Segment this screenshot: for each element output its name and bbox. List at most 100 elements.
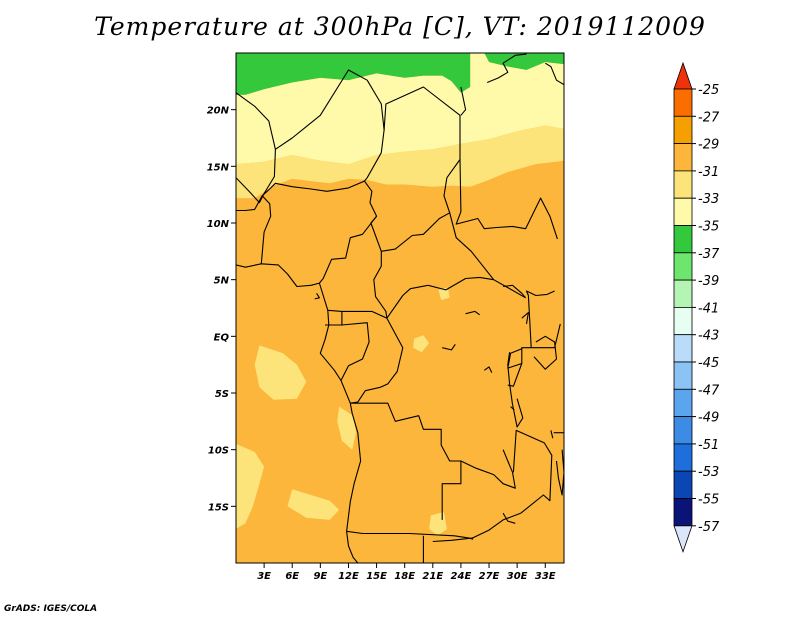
colorbar-label: -31 bbox=[698, 165, 719, 180]
boundary-line-9 bbox=[327, 309, 388, 319]
boundary-line-14 bbox=[350, 402, 462, 520]
boundary-line-5 bbox=[370, 215, 382, 252]
chart-title: Temperature at 300hPa [C], VT: 201911200… bbox=[94, 12, 706, 41]
boundary-line-6 bbox=[460, 86, 467, 116]
lon-tick-label: 30E bbox=[507, 571, 528, 582]
lon-tick-label: 21E bbox=[422, 571, 443, 582]
colorbar-label: -47 bbox=[698, 383, 720, 398]
boundary-line-31 bbox=[521, 311, 529, 324]
field-region-7 bbox=[287, 489, 340, 520]
colorbar-bottom-triangle bbox=[673, 525, 693, 554]
field-regions bbox=[236, 53, 564, 536]
colorbar-band bbox=[673, 170, 693, 199]
colorbar-band bbox=[673, 143, 693, 172]
boundary-line-27 bbox=[236, 263, 362, 563]
colorbar-band bbox=[673, 361, 693, 390]
map-frame bbox=[235, 52, 565, 564]
colorbar-label: -33 bbox=[698, 192, 719, 207]
colorbar-label: -29 bbox=[698, 138, 719, 153]
field-region-1 bbox=[484, 53, 564, 70]
colorbar-label: -45 bbox=[698, 356, 719, 371]
boundary-line-18 bbox=[460, 449, 516, 489]
colorbar-band bbox=[673, 334, 693, 363]
boundary-line-1 bbox=[236, 195, 272, 264]
lon-tick-label: 24E bbox=[451, 571, 472, 582]
boundary-line-28 bbox=[507, 352, 524, 428]
field-region-3 bbox=[236, 125, 564, 199]
grads-credit: GrADS: IGES/COLA bbox=[4, 604, 98, 614]
colorbar-label: -49 bbox=[698, 411, 719, 426]
colorbar-band bbox=[673, 306, 693, 336]
boundary-line-37 bbox=[550, 430, 554, 439]
map-area bbox=[235, 52, 565, 564]
field-region-0 bbox=[236, 53, 471, 95]
colorbar-band bbox=[673, 279, 693, 308]
lon-tick-label: 9E bbox=[313, 571, 327, 582]
colorbar-band bbox=[673, 252, 693, 281]
colorbar-band bbox=[673, 416, 693, 445]
colorbar-band bbox=[673, 470, 693, 499]
colorbar-label: -37 bbox=[698, 247, 720, 262]
colorbar-band bbox=[673, 498, 693, 527]
colorbar-band bbox=[673, 88, 693, 117]
colorbar-label: -57 bbox=[698, 520, 720, 535]
lon-tick-label: 15E bbox=[366, 571, 387, 582]
boundary-line-11 bbox=[386, 276, 494, 319]
boundary-line-30 bbox=[555, 449, 564, 496]
lon-tick-label: 27E bbox=[479, 571, 500, 582]
colorbar-label: -53 bbox=[698, 465, 719, 480]
latitude-axis: 20N 15N 10N 5N EQ 5S 10S 15S bbox=[207, 106, 236, 513]
field-region-5 bbox=[236, 444, 265, 529]
lat-tick-label: 10N bbox=[207, 219, 230, 230]
boundary-line-36 bbox=[483, 366, 493, 373]
colorbar-label: -25 bbox=[698, 83, 719, 98]
lon-tick-label: 33E bbox=[535, 571, 556, 582]
boundary-line-35 bbox=[442, 343, 456, 351]
boundary-line-32 bbox=[314, 293, 320, 300]
boundary-line-33 bbox=[502, 512, 516, 524]
field-region-8 bbox=[413, 335, 430, 353]
boundary-line-38 bbox=[510, 406, 515, 411]
boundary-line-25 bbox=[486, 53, 527, 84]
color-bar: -25 -27 -29 -31 -33 -35 -37 -39 -41 -43 -45 -47 -49 -… bbox=[673, 61, 720, 554]
lon-tick-label: 12E bbox=[338, 571, 359, 582]
lat-tick-label: 5N bbox=[214, 276, 230, 287]
field-region-4 bbox=[254, 345, 307, 400]
lat-tick-label: 10S bbox=[208, 446, 229, 457]
colorbar-band bbox=[673, 197, 693, 226]
colorbar-label: -51 bbox=[698, 438, 719, 453]
lat-tick-label: 15N bbox=[207, 162, 230, 173]
colorbar-band bbox=[673, 115, 693, 145]
boundary-line-13 bbox=[350, 317, 404, 404]
boundary-line-23 bbox=[525, 290, 555, 348]
boundary-line-29 bbox=[533, 335, 558, 370]
boundary-line-3 bbox=[275, 69, 385, 182]
colorbar-label: -35 bbox=[698, 220, 719, 235]
field-region-6 bbox=[337, 406, 356, 450]
colorbar-label: -27 bbox=[698, 110, 720, 125]
boundary-line-34 bbox=[465, 310, 481, 316]
lat-tick-label: 20N bbox=[207, 106, 230, 117]
colorbar-label: -39 bbox=[698, 274, 719, 289]
colorbar-label: -55 bbox=[698, 493, 719, 508]
boundary-line-8 bbox=[449, 212, 526, 299]
boundary-line-0 bbox=[236, 92, 276, 204]
boundary-line-26 bbox=[545, 62, 564, 86]
boundary-line-19 bbox=[512, 429, 553, 514]
boundary-line-24 bbox=[503, 284, 527, 299]
lon-tick-label: 18E bbox=[394, 571, 415, 582]
boundary-line-20 bbox=[507, 323, 561, 387]
lat-tick-label: 15S bbox=[208, 502, 229, 513]
field-region-10 bbox=[438, 287, 450, 301]
boundary-line-2 bbox=[261, 180, 378, 284]
colorbar-top-triangle bbox=[673, 61, 693, 90]
boundary-line-7 bbox=[455, 159, 558, 240]
boundary-line-12 bbox=[340, 322, 370, 381]
lat-tick-label: EQ bbox=[214, 332, 230, 343]
boundary-line-21 bbox=[507, 348, 523, 369]
colorbar-band bbox=[673, 225, 693, 254]
colorbar-label: -41 bbox=[698, 301, 719, 316]
colorbar-band bbox=[673, 443, 693, 472]
lon-tick-label: 3E bbox=[257, 571, 271, 582]
